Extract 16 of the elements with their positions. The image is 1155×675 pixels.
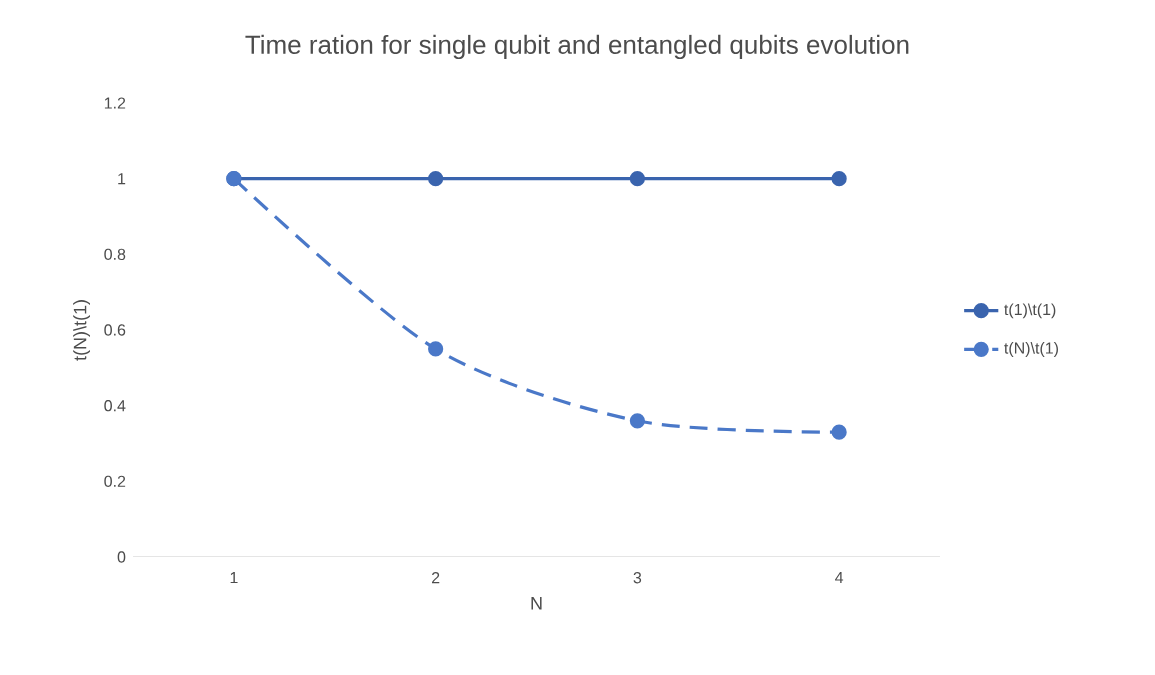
y-tick-label: 0.2 <box>104 475 126 487</box>
legend-label: t(N)\t(1) <box>1004 341 1058 357</box>
y-tick-label: 0.6 <box>104 324 126 336</box>
y-tick-label: 0.8 <box>104 248 126 260</box>
chart-title: Time ration for single qubit and entangled qubits evolution <box>245 34 909 60</box>
y-tick-label: 1.2 <box>104 97 126 109</box>
x-tick-label: 4 <box>835 572 844 584</box>
x-axis-title: N <box>531 597 542 610</box>
x-tick-label: 1 <box>230 572 238 584</box>
x-tick-label: 2 <box>432 572 440 584</box>
y-tick-label: 0.4 <box>104 400 126 412</box>
y-tick-label: 1 <box>118 173 126 185</box>
x-tick-label: 3 <box>633 572 642 584</box>
y-axis-title: t(N)\t(1) <box>73 300 90 361</box>
legend-label: t(1)\t(1) <box>1004 303 1056 319</box>
y-tick-label: 0 <box>117 551 126 563</box>
